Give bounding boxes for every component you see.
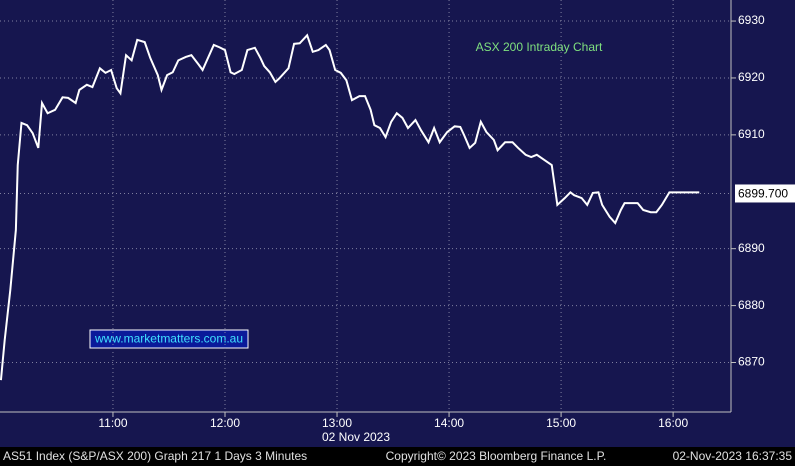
- x-tick-label: 14:00: [434, 416, 464, 430]
- x-tick-label: 12:00: [210, 416, 240, 430]
- y-tick-label: 6910: [738, 127, 765, 141]
- footer-right: 02-Nov-2023 16:37:35: [673, 449, 793, 463]
- x-axis-label: 02 Nov 2023: [322, 430, 390, 444]
- y-tick-label: 6930: [738, 13, 765, 27]
- watermark: www.marketmatters.com.au: [94, 332, 243, 346]
- x-tick-label: 16:00: [658, 416, 688, 430]
- y-tick-label: 6880: [738, 298, 765, 312]
- last-price-label: 6899.700: [738, 187, 788, 201]
- last-price-box: [735, 184, 795, 203]
- watermark-box: [89, 329, 249, 349]
- x-tick-label: 15:00: [546, 416, 576, 430]
- chart-background: [0, 0, 795, 447]
- y-tick-label: 6920: [738, 70, 765, 84]
- chart-title: ASX 200 Intraday Chart: [476, 40, 603, 54]
- footer-left: AS51 Index (S&P/ASX 200) Graph 217 1 Day…: [3, 449, 307, 463]
- footer-center: Copyright© 2023 Bloomberg Finance L.P.: [386, 449, 607, 463]
- price-line: [0, 33, 700, 381]
- y-tick-label: 6890: [738, 241, 765, 255]
- y-tick-label: 6870: [738, 355, 765, 369]
- x-tick-label: 13:00: [322, 416, 352, 430]
- x-tick-label: 11:00: [98, 416, 127, 430]
